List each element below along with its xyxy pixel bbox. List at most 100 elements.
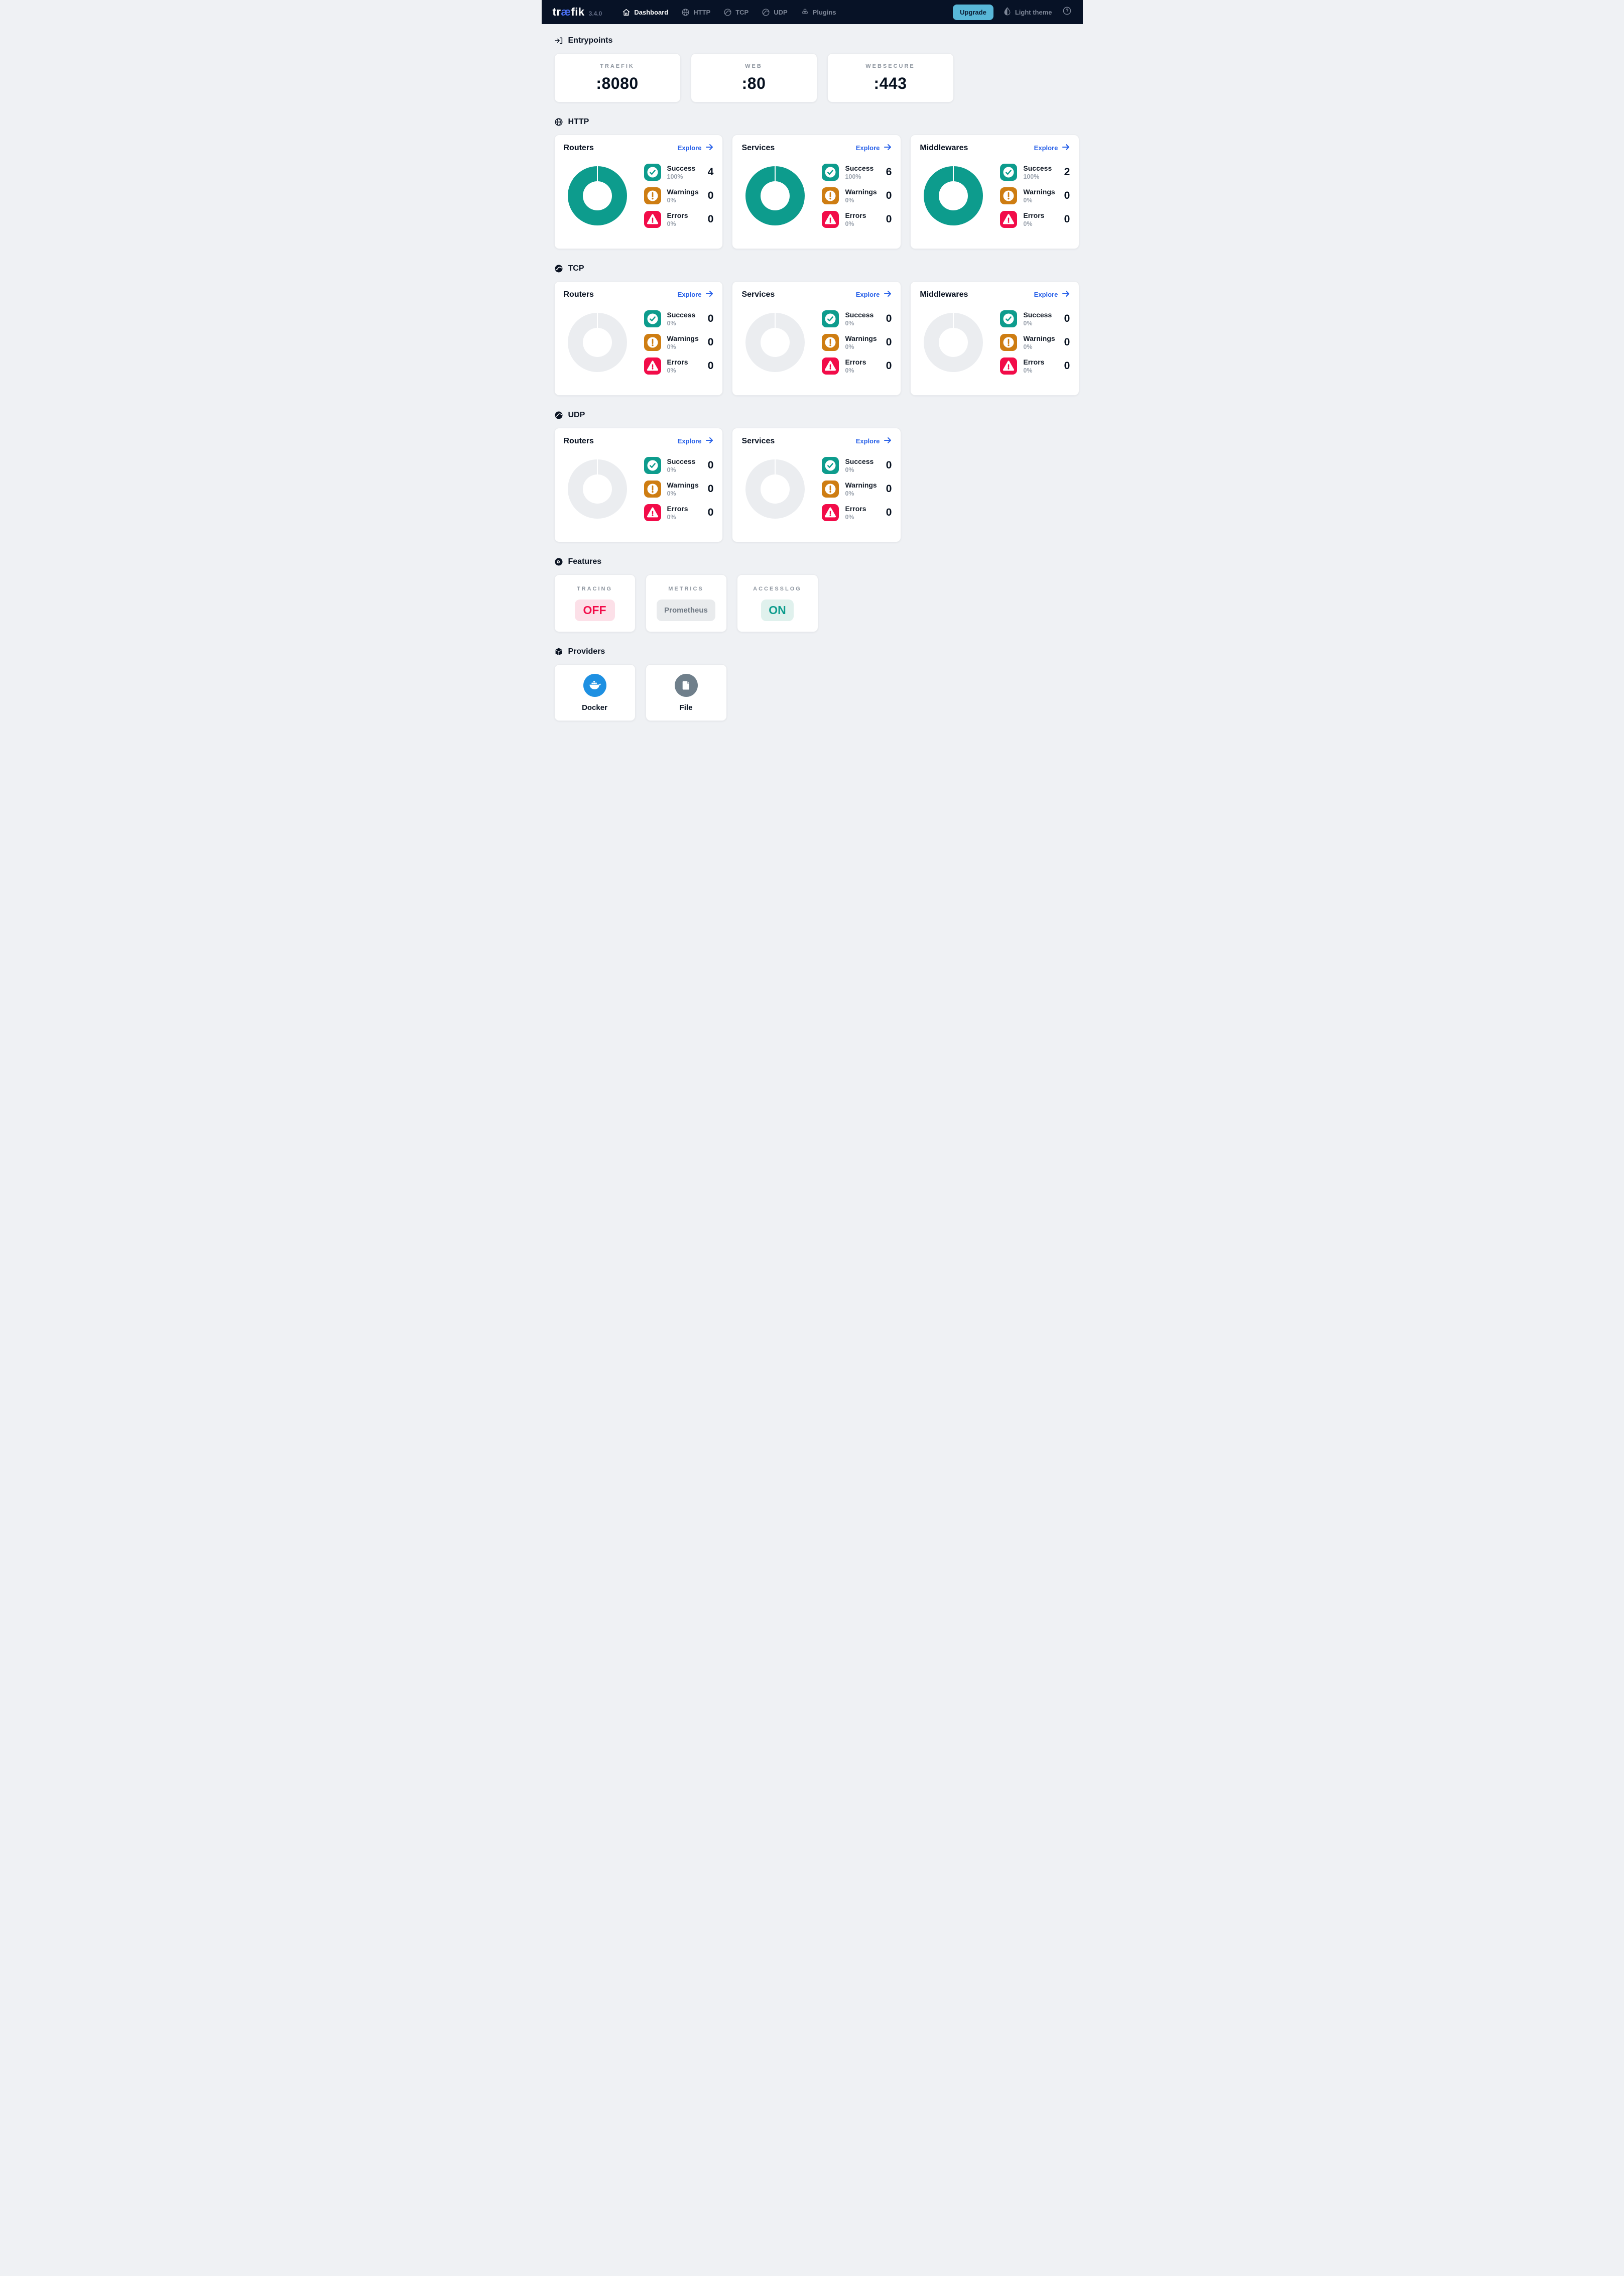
entrypoints-title: Entrypoints bbox=[568, 36, 613, 45]
theme-toggle[interactable]: Light theme bbox=[1004, 7, 1052, 17]
warnings-count: 0 bbox=[707, 483, 714, 495]
tcp-routers-card: Routers Explore Success 0% 0 Warnings 0% bbox=[554, 281, 723, 396]
nav-item-http[interactable]: HTTP bbox=[681, 8, 710, 17]
help-button[interactable] bbox=[1062, 6, 1072, 18]
success-icon bbox=[643, 309, 662, 328]
upgrade-button[interactable]: Upgrade bbox=[953, 4, 993, 20]
feature-card-accesslog: ACCESSLOG ON bbox=[736, 574, 818, 632]
contrast-drop-icon bbox=[1004, 7, 1011, 17]
feature-status-badge: ON bbox=[761, 599, 794, 621]
donut-chart bbox=[567, 166, 627, 225]
providers-row: Docker File bbox=[554, 664, 1070, 721]
arrow-right-icon bbox=[705, 436, 713, 446]
arrow-right-icon bbox=[705, 290, 713, 299]
donut-chart bbox=[924, 166, 983, 225]
legend-warnings: Warnings 0% 0 bbox=[821, 186, 892, 205]
explore-link[interactable]: Explore bbox=[1034, 143, 1070, 153]
card-title: Routers bbox=[563, 436, 594, 445]
features-title: Features bbox=[568, 557, 602, 566]
brand-name: træfik bbox=[552, 6, 585, 18]
theme-toggle-label: Light theme bbox=[1015, 8, 1052, 16]
legend-warnings: Warnings 0% 0 bbox=[643, 480, 714, 499]
success-count: 0 bbox=[707, 459, 714, 471]
explore-link[interactable]: Explore bbox=[678, 143, 714, 153]
success-icon bbox=[643, 163, 662, 182]
warnings-count: 0 bbox=[707, 190, 714, 201]
nav-item-plugins[interactable]: Plugins bbox=[801, 8, 836, 17]
entrypoint-port: :8080 bbox=[596, 74, 639, 92]
explore-link[interactable]: Explore bbox=[678, 436, 714, 446]
provider-card-file: File bbox=[645, 664, 727, 721]
legend-warnings: Warnings 0% 0 bbox=[1000, 186, 1070, 205]
error-icon bbox=[643, 503, 662, 522]
http-title: HTTP bbox=[568, 117, 589, 126]
donut-legend: Success 0% 0 Warnings 0% 0 Errors 0% 0 bbox=[821, 309, 892, 376]
providers-cube-icon bbox=[554, 647, 563, 656]
donut-chart bbox=[745, 313, 805, 372]
legend-success: Success 0% 0 bbox=[1000, 309, 1070, 328]
explore-link[interactable]: Explore bbox=[856, 436, 892, 446]
http-routers-card: Routers Explore Success 100% 4 Warnings 0 bbox=[554, 135, 723, 249]
features-section-header: Features bbox=[554, 557, 1070, 566]
provider-name: File bbox=[679, 703, 693, 712]
donut-chart bbox=[924, 313, 983, 372]
explore-link[interactable]: Explore bbox=[678, 290, 714, 299]
udp-section-icon bbox=[554, 411, 563, 420]
entrypoint-card-websecure: WEBSECURE :443 bbox=[827, 53, 954, 102]
nav-item-tcp[interactable]: TCP bbox=[723, 8, 748, 17]
legend-errors: Errors 0% 0 bbox=[999, 356, 1070, 376]
http-middlewares-card: Middlewares Explore Success 100% 2 Warni bbox=[910, 135, 1080, 249]
navbar-right: Upgrade Light theme bbox=[953, 4, 1072, 20]
feature-status-badge: OFF bbox=[574, 599, 615, 621]
success-count: 6 bbox=[886, 166, 892, 178]
tcp-icon bbox=[723, 8, 732, 17]
warning-icon bbox=[821, 480, 840, 499]
arrow-right-icon bbox=[1062, 290, 1070, 299]
donut-chart bbox=[745, 166, 805, 225]
explore-link[interactable]: Explore bbox=[856, 290, 892, 299]
udp-section-header: UDP bbox=[554, 411, 1070, 420]
success-icon bbox=[821, 309, 840, 328]
udp-cards-row: Routers Explore Success 0% 0 Warnings 0% bbox=[554, 428, 1070, 542]
errors-count: 0 bbox=[886, 507, 892, 518]
error-icon bbox=[821, 503, 840, 522]
legend-success: Success 100% 6 bbox=[821, 163, 892, 182]
card-title: Routers bbox=[563, 290, 594, 299]
warnings-count: 0 bbox=[707, 336, 714, 348]
error-icon bbox=[821, 210, 840, 229]
traefik-logo: træfik 3.4.0 bbox=[553, 6, 602, 19]
feature-card-tracing: TRACING OFF bbox=[554, 574, 636, 632]
legend-warnings: Warnings 0% 0 bbox=[643, 333, 714, 352]
features-icon bbox=[554, 557, 563, 566]
error-icon bbox=[999, 210, 1019, 229]
donut-legend: Success 100% 6 Warnings 0% 0 Errors 0% 0 bbox=[821, 163, 892, 229]
arrow-right-icon bbox=[1062, 143, 1070, 153]
legend-errors: Errors 0% 0 bbox=[821, 503, 892, 522]
card-title: Middlewares bbox=[920, 143, 968, 152]
arrow-right-icon bbox=[884, 436, 892, 446]
explore-link[interactable]: Explore bbox=[1034, 290, 1070, 299]
error-icon bbox=[821, 356, 840, 376]
errors-count: 0 bbox=[1064, 213, 1070, 225]
nav-item-udp[interactable]: UDP bbox=[762, 8, 788, 17]
errors-count: 0 bbox=[707, 213, 714, 225]
feature-card-metrics: METRICS Prometheus bbox=[645, 574, 727, 632]
tcp-cards-row: Routers Explore Success 0% 0 Warnings 0% bbox=[554, 281, 1080, 396]
success-count: 0 bbox=[1064, 313, 1070, 324]
version-label: 3.4.0 bbox=[588, 10, 602, 17]
plugins-icon bbox=[801, 8, 809, 17]
http-section-header: HTTP bbox=[554, 117, 1070, 127]
nav-item-dashboard[interactable]: Dashboard bbox=[622, 8, 668, 17]
legend-warnings: Warnings 0% 0 bbox=[643, 186, 714, 205]
donut-legend: Success 0% 0 Warnings 0% 0 Errors 0% 0 bbox=[821, 456, 892, 522]
tcp-services-card: Services Explore Success 0% 0 Warnings 0% bbox=[732, 281, 902, 396]
success-count: 2 bbox=[1064, 166, 1070, 178]
http-cards-row: Routers Explore Success 100% 4 Warnings 0 bbox=[554, 135, 1080, 249]
donut-legend: Success 0% 0 Warnings 0% 0 Errors 0% 0 bbox=[999, 309, 1070, 376]
explore-link[interactable]: Explore bbox=[856, 143, 892, 153]
legend-success: Success 100% 2 bbox=[1000, 163, 1070, 182]
feature-status-badge: Prometheus bbox=[657, 599, 715, 621]
entrypoints-section-header: Entrypoints bbox=[554, 36, 1070, 45]
providers-section-header: Providers bbox=[554, 647, 1070, 656]
entrypoint-name: TRAEFIK bbox=[600, 63, 635, 69]
